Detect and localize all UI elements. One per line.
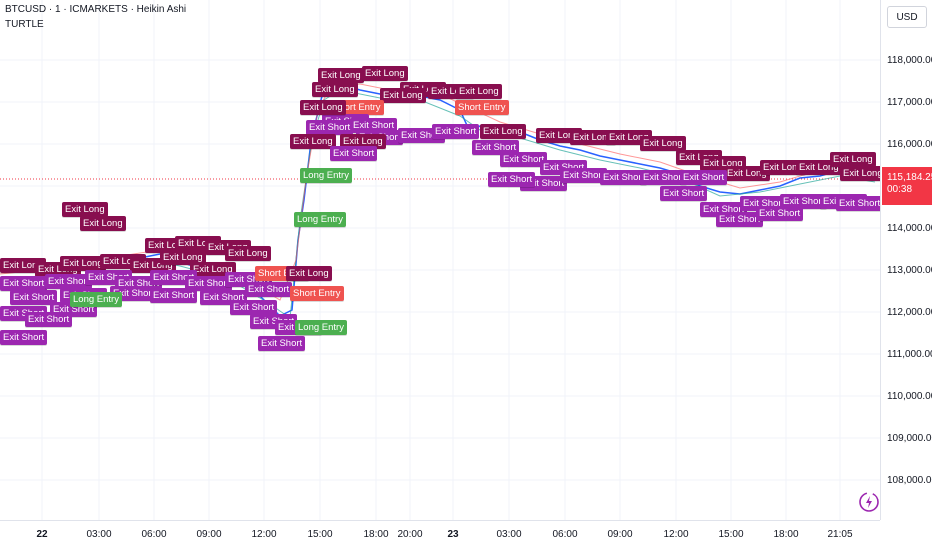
signal-exit-short: Exit Short — [472, 140, 520, 155]
signal-exit-short: Exit Short — [0, 330, 48, 345]
signal-exit-short: Exit Short — [45, 274, 93, 289]
indicator-label[interactable]: TURTLE — [5, 19, 44, 30]
price-axis[interactable]: USD 118,000.00 117,000.00 116,000.00 114… — [880, 0, 932, 520]
signal-exit-short: Exit Short — [660, 186, 708, 201]
signal-exit-long: Exit Long — [225, 246, 271, 261]
price-level: 108,000.00 — [887, 475, 932, 486]
current-price-value: 115,184.25 — [887, 172, 932, 183]
time-label: 03:00 — [496, 529, 522, 540]
signal-exit-long: Exit Long — [380, 88, 426, 103]
time-label: 15:00 — [307, 529, 333, 540]
time-label: 12:00 — [251, 529, 277, 540]
signal-exit-short: Exit Short — [432, 124, 480, 139]
signal-exit-short: Exit Short — [716, 212, 764, 227]
time-axis[interactable]: 22 03:00 06:00 09:00 12:00 15:00 18:00 2… — [0, 520, 880, 551]
time-label: 20:00 — [397, 529, 423, 540]
time-label: 15:00 — [718, 529, 744, 540]
signal-exit-short: Exit Short — [488, 172, 536, 187]
time-label: 09:00 — [196, 529, 222, 540]
signal-exit-short: Exit Short — [230, 300, 278, 315]
signal-exit-long: Exit Long — [160, 250, 206, 265]
signal-exit-short: Exit Short — [306, 120, 354, 135]
bar-countdown: 00:38 — [887, 184, 913, 195]
signal-exit-short: Exit Short — [185, 276, 233, 291]
signal-exit-short: Exit Short — [245, 282, 293, 297]
signal-short-entry: Short Entry — [455, 100, 509, 115]
signal-exit-long: Exit Long — [190, 262, 236, 277]
tradingview-logo-icon[interactable] — [858, 491, 880, 513]
signal-exit-short: Exit Short — [330, 146, 378, 161]
signal-short-entry: Short Entry — [290, 286, 344, 301]
time-label: 12:00 — [663, 529, 689, 540]
price-level: 114,000.00 — [887, 223, 932, 234]
price-level: 113,000.00 — [887, 265, 932, 276]
time-label: 06:00 — [141, 529, 167, 540]
signal-long-entry: Long Entry — [294, 212, 346, 227]
signal-exit-long: Exit Long — [300, 100, 346, 115]
signal-exit-short: Exit Short — [756, 206, 804, 221]
price-level: 118,000.00 — [887, 55, 932, 66]
currency-button[interactable]: USD — [887, 6, 927, 28]
price-level: 117,000.00 — [887, 97, 932, 108]
signal-exit-short: Exit Short — [600, 170, 648, 185]
signal-exit-short: Exit Short — [640, 170, 688, 185]
signal-exit-long: Exit Long — [760, 160, 806, 175]
time-label: 18:00 — [773, 529, 799, 540]
signal-exit-short: Exit Short — [350, 118, 398, 133]
symbol-title[interactable]: BTCUSD · 1 · ICMARKETS · Heikin Ashi — [5, 4, 187, 15]
time-label: 21:05 — [827, 529, 853, 540]
time-label: 09:00 — [607, 529, 633, 540]
signal-exit-short: Exit Short — [25, 312, 73, 327]
current-price-badge: 115,184.25 00:38 — [882, 167, 932, 205]
time-label: 23 — [447, 529, 459, 540]
chart-area[interactable]: BTCUSD · 1 · ICMARKETS · Heikin Ashi TUR… — [0, 0, 880, 520]
time-label: 03:00 — [86, 529, 112, 540]
signal-exit-long: Exit Long — [62, 202, 108, 217]
signal-exit-short: Exit Short — [680, 170, 728, 185]
signal-long-entry: Long Entry — [70, 292, 122, 307]
price-level: 112,000.00 — [887, 307, 932, 318]
signal-exit-long: Exit Long — [290, 134, 336, 149]
signal-long-entry: Long Entry — [300, 168, 352, 183]
time-label: 18:00 — [363, 529, 389, 540]
signal-exit-short: Exit Short — [258, 336, 306, 351]
signal-exit-short: Exit Short — [836, 196, 880, 211]
price-level: 110,000.00 — [887, 391, 932, 402]
time-label: 22 — [36, 529, 48, 540]
signal-exit-long: Exit Long — [340, 134, 386, 149]
signal-exit-short: Exit Short — [0, 276, 48, 291]
signal-exit-short: Exit Short — [10, 290, 58, 305]
signal-exit-long: Exit Long — [0, 258, 46, 273]
signal-exit-long: Exit Long — [830, 152, 876, 167]
price-level: 116,000.00 — [887, 139, 932, 150]
signal-exit-long: Exit Long — [840, 166, 880, 181]
signal-exit-long: Exit Long — [570, 130, 616, 145]
signal-exit-long: Exit Long — [640, 136, 686, 151]
price-level: 109,000.00 — [887, 433, 932, 444]
signal-exit-long: Exit Long — [456, 84, 502, 99]
signal-long-entry: Long Entry — [295, 320, 347, 335]
signal-exit-short: Exit Short — [150, 288, 198, 303]
time-label: 06:00 — [552, 529, 578, 540]
signal-exit-long: Exit Long — [318, 68, 364, 83]
signal-exit-long: Exit Long — [724, 166, 770, 181]
price-level: 111,000.00 — [887, 349, 932, 360]
signal-exit-short: Exit Short — [560, 168, 608, 183]
signal-exit-long: Exit Long — [480, 124, 526, 139]
signal-exit-short: Exit Short — [780, 194, 828, 209]
signal-exit-long: Exit Long — [312, 82, 358, 97]
signal-exit-long: Exit Long — [60, 256, 106, 271]
signal-exit-long: Exit Long — [80, 216, 126, 231]
signal-exit-long: Exit Long — [286, 266, 332, 281]
signal-exit-long: Exit Long — [362, 66, 408, 81]
signal-exit-short: Exit Short — [500, 152, 548, 167]
